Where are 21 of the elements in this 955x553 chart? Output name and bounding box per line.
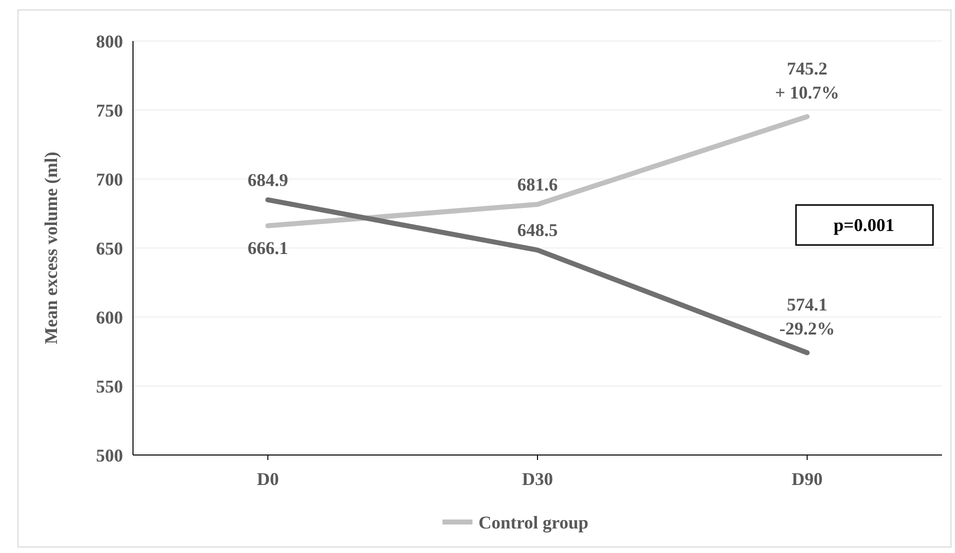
legend-label: Control group bbox=[478, 512, 588, 532]
x-tick-label: D30 bbox=[522, 469, 553, 489]
annotation: p=0.001 bbox=[834, 215, 894, 235]
y-tick-label: 750 bbox=[96, 100, 123, 120]
annotation: -29.2% bbox=[779, 318, 835, 339]
data-label: 684.9 bbox=[248, 170, 288, 190]
x-tick-label: D0 bbox=[256, 469, 279, 489]
y-tick-label: 500 bbox=[96, 445, 123, 466]
data-label: 666.1 bbox=[248, 238, 288, 258]
y-axis-title: Mean excess volume (ml) bbox=[41, 152, 61, 344]
x-tick-label: D90 bbox=[792, 469, 823, 489]
y-tick-label: 800 bbox=[96, 31, 123, 52]
data-label: 648.5 bbox=[517, 220, 558, 240]
y-tick-label: 650 bbox=[96, 238, 123, 258]
data-label: 574.1 bbox=[786, 294, 828, 315]
y-tick-label: 550 bbox=[96, 376, 123, 396]
y-tick-label: 600 bbox=[96, 307, 123, 328]
annotation: + 10.7% bbox=[775, 82, 840, 103]
data-label: 681.6 bbox=[517, 174, 558, 194]
data-label: 745.2 bbox=[786, 58, 828, 79]
y-tick-label: 700 bbox=[96, 169, 123, 190]
